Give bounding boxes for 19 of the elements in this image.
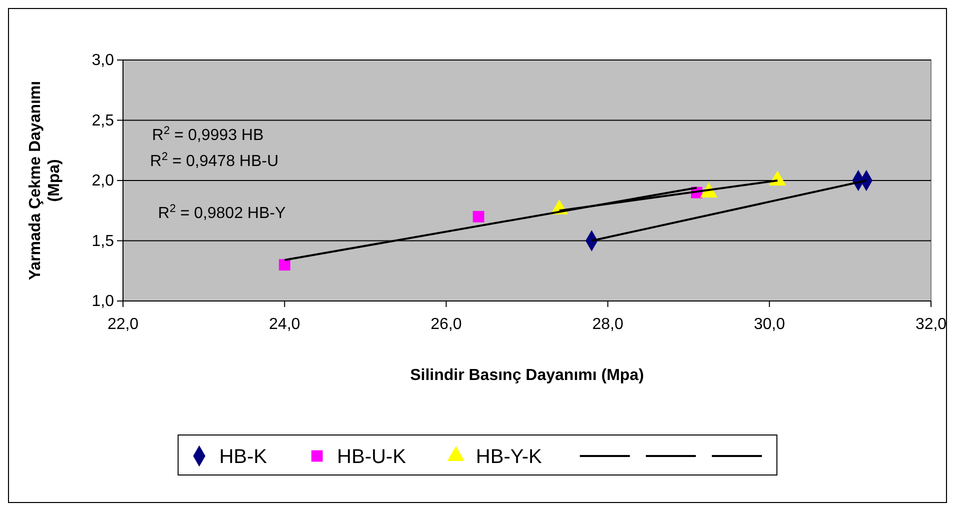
- y-tick-label: 2,0: [92, 172, 114, 190]
- annotation: R$^{2}$ = 0,9478 HB-U: [150, 151, 279, 170]
- annotation: R$^{2}$ = 0,9993 HB: [152, 125, 264, 144]
- x-tick-label: 26,0: [430, 316, 462, 334]
- y-tick-label: 1,0: [92, 293, 114, 310]
- x-tick-label: 22,0: [107, 316, 139, 334]
- annotation: R$^{2}$ = 0,9802 HB-Y: [158, 203, 286, 222]
- legend-label: HB-U-K: [337, 446, 407, 468]
- legend-label: HB-Y-K: [476, 446, 543, 468]
- y-tick-label: 2,5: [92, 112, 114, 130]
- legend-label: HB-K: [219, 446, 268, 468]
- y-tick-label: 3,0: [92, 52, 114, 70]
- y-tick-label: 1,5: [92, 232, 114, 250]
- x-tick-label: 28,0: [592, 316, 624, 334]
- x-tick-label: 30,0: [754, 316, 786, 334]
- x-axis-title: Silindir Basınç Dayanımı (Mpa): [410, 367, 644, 384]
- x-tick-label: 32,0: [915, 316, 947, 334]
- y-axis-title: Yarmada Çekme Dayanımı (Mpa): [27, 80, 64, 280]
- x-tick-label: 24,0: [269, 316, 300, 334]
